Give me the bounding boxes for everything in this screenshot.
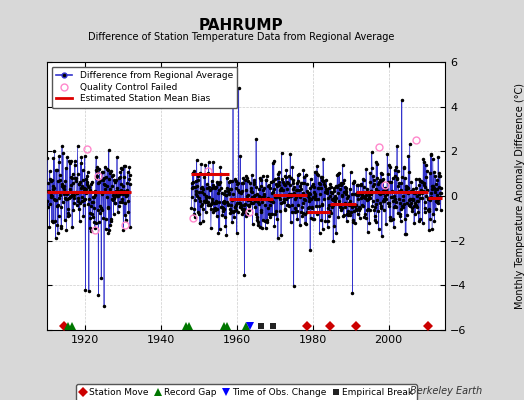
Legend: Station Move, Record Gap, Time of Obs. Change, Empirical Break: Station Move, Record Gap, Time of Obs. C… bbox=[76, 384, 417, 400]
Text: Berkeley Earth: Berkeley Earth bbox=[410, 386, 482, 396]
Text: PAHRUMP: PAHRUMP bbox=[199, 18, 283, 33]
Text: Difference of Station Temperature Data from Regional Average: Difference of Station Temperature Data f… bbox=[88, 32, 394, 42]
Y-axis label: Monthly Temperature Anomaly Difference (°C): Monthly Temperature Anomaly Difference (… bbox=[516, 83, 524, 309]
